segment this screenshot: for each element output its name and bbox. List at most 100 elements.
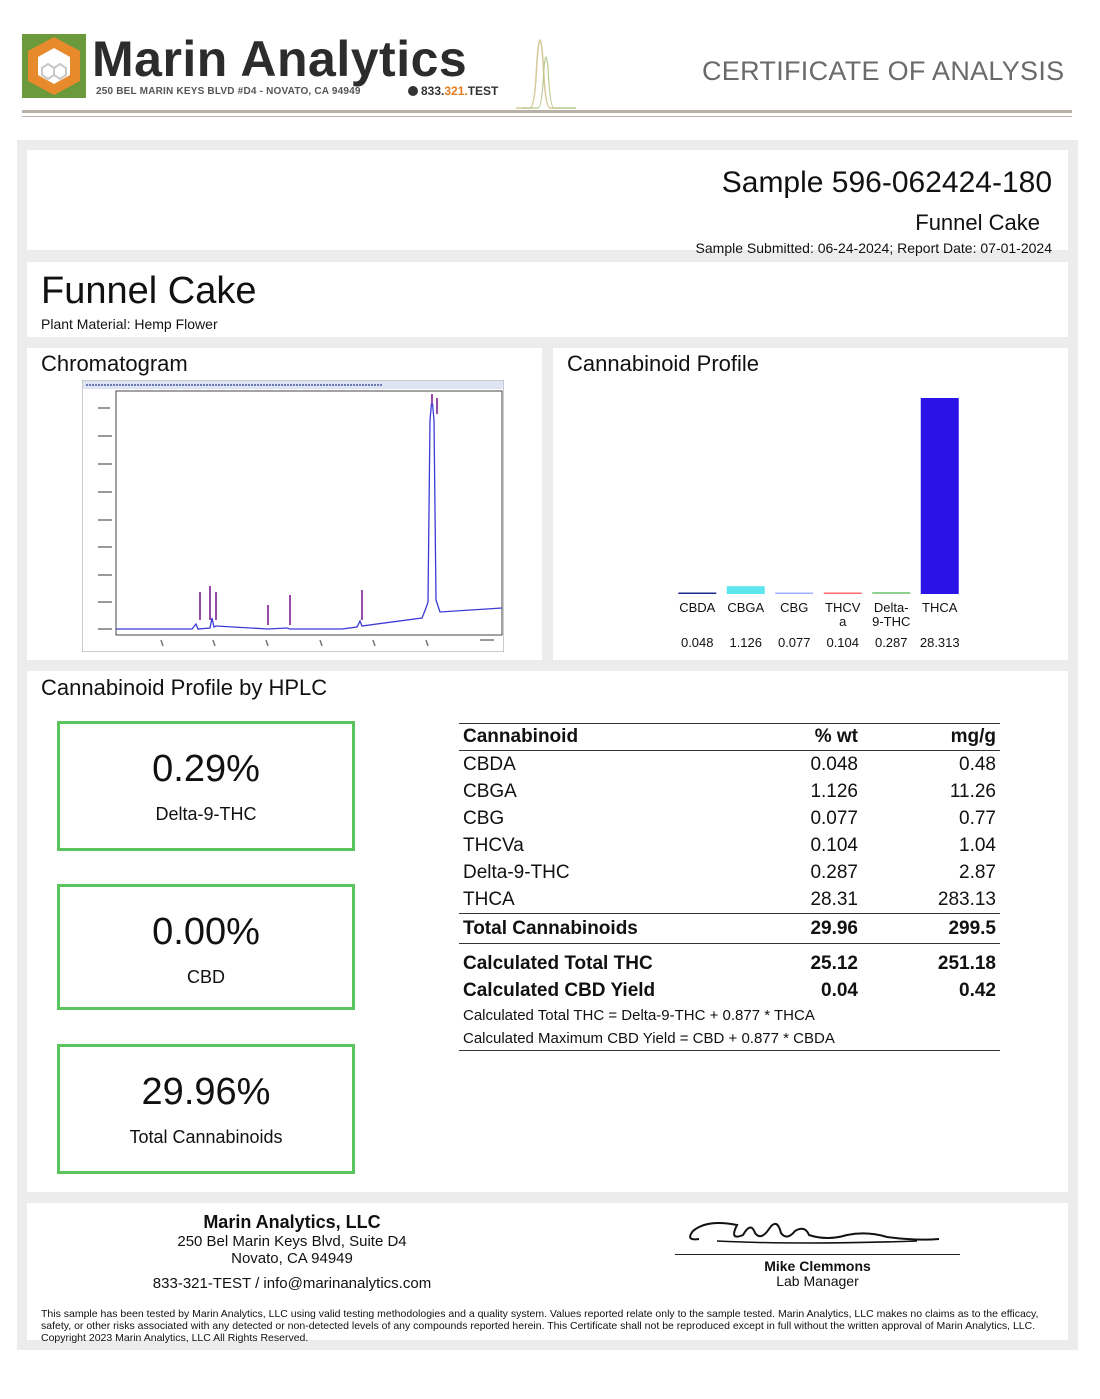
sample-name: Funnel Cake xyxy=(915,210,1040,235)
category-label-thcva: THCV xyxy=(825,600,861,615)
table-header-row: Cannabinoid % wt mg/g xyxy=(459,723,1000,751)
cannabinoid-name: Delta-9-THC xyxy=(463,861,570,883)
calculated-cbd-yield-row: Calculated CBD Yield 0.04 0.42 xyxy=(459,977,1000,1004)
report-header: Marin Analytics 250 BEL MARIN KEYS BLVD … xyxy=(0,0,1100,130)
summary-value: 0.00% xyxy=(152,911,260,953)
percent-wt: 1.126 xyxy=(810,780,858,802)
value-label-thcva: 0.104 xyxy=(826,635,859,650)
calc-cbd-percent-wt: 0.04 xyxy=(821,979,858,1001)
disclaimer-text: This sample has been tested by Marin Ana… xyxy=(41,1308,1039,1344)
calc-cbd-label: Calculated CBD Yield xyxy=(463,979,656,1001)
bar-cbda xyxy=(678,592,717,594)
document-title: CERTIFICATE OF ANALYSIS xyxy=(702,56,1065,86)
summary-label: Delta-9-THC xyxy=(155,804,257,824)
brand-address: 250 BEL MARIN KEYS BLVD #D4 - NOVATO, CA… xyxy=(96,86,361,97)
mg-per-g: 1.04 xyxy=(959,834,996,856)
phone-icon xyxy=(408,86,418,96)
summary-label: Total Cannabinoids xyxy=(129,1127,283,1147)
chromatogram-title: Chromatogram xyxy=(41,351,188,376)
header-divider-thin xyxy=(22,116,1072,117)
total-label: Total Cannabinoids xyxy=(459,913,754,944)
cannabinoid-name: CBG xyxy=(463,807,505,829)
table-row: THCVa 0.104 1.04 xyxy=(459,832,1000,859)
lab-name: Marin Analytics, LLC xyxy=(203,1212,381,1232)
value-label-cbda: 0.048 xyxy=(681,635,714,650)
table-row: Delta-9-THC 0.287 2.87 xyxy=(459,859,1000,886)
calc-thc-mg-per-g: 251.18 xyxy=(937,952,996,974)
cannabinoid-name: THCA xyxy=(463,888,515,910)
plant-material: Plant Material: Hemp Flower xyxy=(41,316,218,332)
lab-contact-block: Marin Analytics, LLC 250 Bel Marin Keys … xyxy=(137,1211,447,1292)
product-panel: Funnel Cake Plant Material: Hemp Flower xyxy=(27,262,1068,337)
cannabinoid-results-table: Cannabinoid % wt mg/g CBDA 0.048 0.48 CB… xyxy=(459,723,1000,1051)
chromatogram-image xyxy=(82,380,504,652)
percent-wt: 0.077 xyxy=(810,807,858,829)
bar-cbga xyxy=(726,586,765,594)
report-body: Sample 596-062424-180 Funnel Cake Sample… xyxy=(17,140,1078,1350)
table-row: CBDA 0.048 0.48 xyxy=(459,751,1000,779)
mg-per-g: 0.77 xyxy=(959,807,996,829)
sample-id: Sample 596-062424-180 xyxy=(721,166,1052,199)
mg-per-g: 283.13 xyxy=(937,888,996,910)
formula-row: Calculated Total THC = Delta-9-THC + 0.8… xyxy=(459,1004,1000,1027)
column-header-cannabinoid: Cannabinoid xyxy=(459,723,754,751)
summary-label: CBD xyxy=(186,967,225,987)
cannabinoid-name: CBGA xyxy=(463,780,517,802)
bar-cbg xyxy=(775,592,814,594)
bar-thca xyxy=(920,398,959,594)
column-header-mg-per-g: mg/g xyxy=(862,723,1000,751)
calc-cbd-mg-per-g: 0.42 xyxy=(959,979,996,1001)
category-label-cbga: CBGA xyxy=(727,600,764,615)
signer-name: Mike Clemmons xyxy=(764,1258,871,1274)
value-label-thca: 28.313 xyxy=(920,635,960,650)
header-divider xyxy=(22,110,1072,113)
cannabinoid-name: CBDA xyxy=(463,753,516,775)
hplc-title: Cannabinoid Profile by HPLC xyxy=(41,675,328,700)
summary-value: 0.29% xyxy=(152,748,260,790)
marin-analytics-logo xyxy=(22,34,86,98)
signature-line xyxy=(675,1254,960,1255)
category-label-delta-9-thc: 9-THC xyxy=(872,614,910,629)
category-label-thca: THCA xyxy=(922,600,958,615)
bar-thcva xyxy=(823,592,862,594)
cannabinoid-profile-panel: Cannabinoid Profile CBDA 0.048 CBGA 1.126 CB… xyxy=(553,348,1068,660)
lab-street: 250 Bel Marin Keys Blvd, Suite D4 xyxy=(177,1233,407,1250)
column-header-percent-wt: % wt xyxy=(754,723,862,751)
hplc-panel: Cannabinoid Profile by HPLC 0.29% Delta-… xyxy=(27,671,1068,1192)
bar-delta-9-thc xyxy=(872,592,911,594)
table-row: CBG 0.077 0.77 xyxy=(459,805,1000,832)
sample-dates: Sample Submitted: 06-24-2024; Report Dat… xyxy=(695,240,1052,256)
total-percent-wt: 29.96 xyxy=(754,913,862,944)
chromatogram-peaks-decoration xyxy=(516,39,576,109)
product-name: Funnel Cake xyxy=(41,270,257,312)
sample-panel: Sample 596-062424-180 Funnel Cake Sample… xyxy=(27,150,1068,256)
lab-city: Novato, CA 94949 xyxy=(231,1250,353,1267)
formula-cbd-yield: Calculated Maximum CBD Yield = CBD + 0.8… xyxy=(459,1027,1000,1051)
mg-per-g: 2.87 xyxy=(959,861,996,883)
percent-wt: 28.31 xyxy=(810,888,858,910)
cannabinoid-name: THCVa xyxy=(463,834,524,856)
table-row: CBGA 1.126 11.26 xyxy=(459,778,1000,805)
chromatogram-panel: Chromatogram xyxy=(27,348,542,660)
summary-box-total-cannabinoids: 29.96% Total Cannabinoids xyxy=(57,1044,355,1174)
formula-row: Calculated Maximum CBD Yield = CBD + 0.8… xyxy=(459,1027,1000,1051)
phone-prefix: 833. xyxy=(421,84,445,98)
signer-title: Lab Manager xyxy=(776,1273,859,1289)
calculated-total-thc-row: Calculated Total THC 25.12 251.18 xyxy=(459,944,1000,978)
footer-panel: Marin Analytics, LLC 250 Bel Marin Keys … xyxy=(27,1203,1068,1344)
summary-value: 29.96% xyxy=(141,1071,271,1113)
calc-thc-percent-wt: 25.12 xyxy=(810,952,858,974)
category-label-thcva: a xyxy=(839,614,847,629)
category-label-cbda: CBDA xyxy=(679,600,715,615)
summary-box-delta9-thc: 0.29% Delta-9-THC xyxy=(57,721,355,851)
category-label-delta-9-thc: Delta- xyxy=(874,600,909,615)
total-cannabinoids-row: Total Cannabinoids 29.96 299.5 xyxy=(459,913,1000,944)
brand-name: Marin Analytics xyxy=(92,31,468,87)
brand-phone: 833.321.TEST xyxy=(408,84,498,98)
category-label-cbg: CBG xyxy=(780,600,808,615)
value-label-delta-9-thc: 0.287 xyxy=(875,635,908,650)
value-label-cbga: 1.126 xyxy=(729,635,762,650)
signature-image xyxy=(689,1222,940,1244)
mg-per-g: 11.26 xyxy=(949,780,996,802)
formula-total-thc: Calculated Total THC = Delta-9-THC + 0.8… xyxy=(463,1007,815,1024)
